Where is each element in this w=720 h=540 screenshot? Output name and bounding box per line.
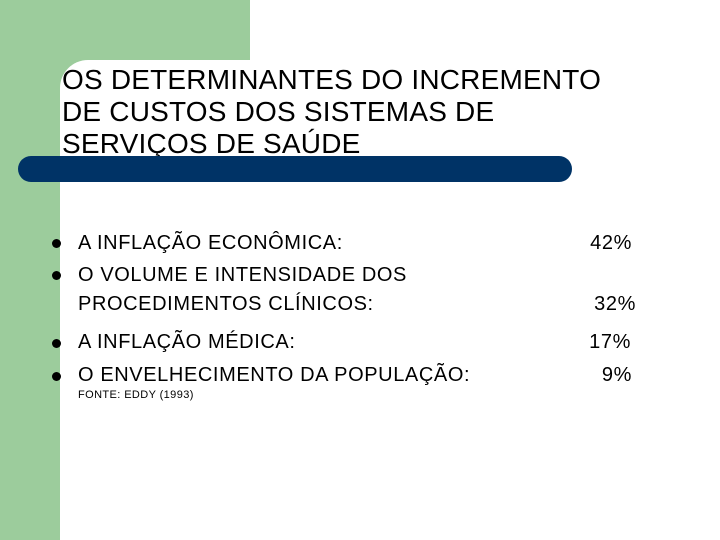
item-1-value: 42%: [590, 232, 632, 254]
slide-title: OS DETERMINANTES DO INCREMENTO DE CUSTOS…: [62, 64, 602, 159]
item-2-label-line2: PROCEDIMENTOS CLÍNICOS:: [78, 293, 374, 315]
bullet-dot-icon: [52, 339, 61, 348]
item-1-label: A INFLAÇÃO ECONÔMICA:: [78, 232, 343, 254]
item-4-value: 9%: [601, 364, 632, 386]
item-4-label: O ENVELHECIMENTO DA POPULAÇÃO:: [78, 364, 471, 386]
source-citation: FONTE: EDDY (1993): [78, 389, 194, 401]
item-2-value: 32%: [594, 293, 636, 315]
title-underline-bar: [18, 156, 572, 182]
item-2-label-line1: O VOLUME E INTENSIDADE DOS: [78, 264, 407, 286]
item-3-label: A INFLAÇÃO MÉDICA:: [78, 331, 296, 353]
item-3-value: 17%: [589, 331, 631, 353]
bullet-dot-icon: [52, 372, 61, 381]
bullet-dot-icon: [52, 271, 61, 280]
title-panel: [60, 60, 572, 160]
bullet-dot-icon: [52, 239, 61, 248]
